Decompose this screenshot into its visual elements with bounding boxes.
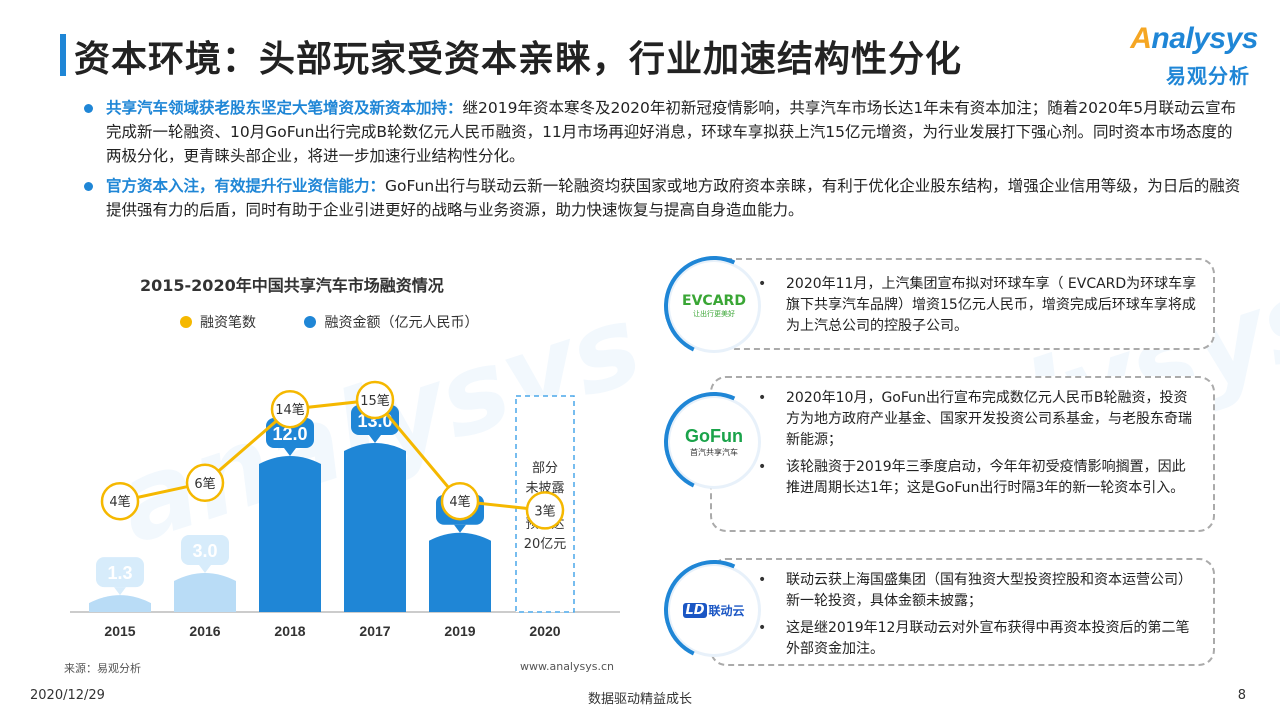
evcard-logo-text: EVCARD <box>682 293 746 309</box>
gofun-logo: GoFun 首汽共享汽车 <box>670 398 758 486</box>
count-label-2015: 4笔 <box>109 494 130 510</box>
footer-slogan: 数据驱动精益成长 <box>587 692 692 707</box>
evcard-card: 2020年11月，上汽集团宣布拟对环球车享（ EVCARD为环球车享旗下共享汽车… <box>710 258 1215 350</box>
legend-count-dot-icon <box>180 316 192 328</box>
gofun-item-1: 2020年10月，GoFun出行宣布完成数亿元人民币B轮融资，投资方为地方政府产… <box>758 388 1199 451</box>
logo-brand-text: Analysys <box>1130 22 1258 55</box>
bar-2017 <box>344 443 406 612</box>
legend-amount-label: 融资金额（亿元人民币） <box>324 315 479 331</box>
gofun-card: 2020年10月，GoFun出行宣布完成数亿元人民币B轮融资，投资方为地方政府产… <box>710 376 1215 532</box>
count-point-2017 <box>355 380 395 420</box>
count-label-2019: 4笔 <box>449 494 470 510</box>
liandongyun-card: 联动云获上海国盛集团（国有独资大型投资控股和资本运营公司）新一轮投资，具体金额未… <box>710 558 1215 666</box>
bar-label-bubble-2015 <box>96 557 144 588</box>
logo-cn-text: 易观分析 <box>1166 64 1250 88</box>
bar-label-2018: 12.0 <box>272 424 307 444</box>
bar-label-bubble-2018 <box>266 418 314 448</box>
bar-label-2015: 1.3 <box>107 563 132 583</box>
page-number: 8 <box>1237 688 1246 703</box>
bar-label-pointer-2015 <box>114 587 126 596</box>
bar-label-pointer-2019 <box>454 524 466 533</box>
x-tick-2017: 2017 <box>359 623 390 639</box>
title-accent-bar <box>60 34 66 76</box>
bar-label-2016: 3.0 <box>192 541 217 561</box>
chart-title: 2015-2020年中国共享汽车市场融资情况 <box>140 276 444 295</box>
count-point-2018 <box>270 389 310 429</box>
liandongyun-logo: LD 联动云 <box>670 566 758 654</box>
x-tick-2015: 2015 <box>104 623 135 639</box>
chart-legend: 融资笔数 融资金额（亿元人民币） <box>180 312 522 332</box>
evcard-logo-sub: 让出行更美好 <box>693 310 735 318</box>
bar-label-pointer-2016 <box>199 565 211 573</box>
summary-bullet-2: 官方资本入注，有效提升行业资信能力：GoFun出行与联动云新一轮融资均获国家或地… <box>84 174 1244 222</box>
legend-count-label: 融资笔数 <box>200 315 256 331</box>
evcard-item-1: 2020年11月，上汽集团宣布拟对环球车享（ EVCARD为环球车享旗下共享汽车… <box>758 274 1199 337</box>
summary-bullet-1: 共享汽车领域获老股东坚定大笔增资及新资本加持：继2019年资本寒冬及2020年初… <box>84 96 1244 168</box>
x-tick-2016: 2016 <box>189 623 220 639</box>
count-label-2016: 6笔 <box>194 476 215 492</box>
source-right: www.analysys.cn <box>520 660 614 673</box>
evcard-logo: EVCARD 让出行更美好 <box>670 262 758 350</box>
liandongyun-item-2: 这是继2019年12月联动云对外宣布获得中再资本投资后的第二笔外部资金加注。 <box>758 618 1199 660</box>
liandongyun-logo-circle: LD 联动云 <box>649 545 779 675</box>
count-label-2018: 14笔 <box>275 402 305 418</box>
bullet-dot-icon <box>84 182 93 191</box>
page-title: 资本环境：头部玩家受资本亲睐，行业加速结构性分化 <box>74 39 963 80</box>
bar-2016 <box>174 573 236 612</box>
count-label-2020: 3笔 <box>534 503 555 519</box>
annotation-2020-line-4: 20亿元 <box>524 537 567 552</box>
bar-label-pointer-2018 <box>284 448 296 456</box>
bar-2018 <box>259 456 321 612</box>
x-tick-2019: 2019 <box>444 623 475 639</box>
bar-2015 <box>89 595 151 612</box>
summary-bullets: 共享汽车领域获老股东坚定大笔增资及新资本加持：继2019年资本寒冬及2020年初… <box>84 96 1244 228</box>
footer-date: 2020/12/29 <box>30 688 105 703</box>
liandongyun-item-1: 联动云获上海国盛集团（国有独资大型投资控股和资本运营公司）新一轮投资，具体金额未… <box>758 570 1199 612</box>
gofun-logo-circle: GoFun 首汽共享汽车 <box>649 377 779 507</box>
liandongyun-logo-text: 联动云 <box>708 603 745 618</box>
bar-label-bubble-2016 <box>181 535 229 565</box>
source-left: 来源：易观分析 <box>64 662 141 675</box>
gofun-logo-text: GoFun <box>685 426 743 446</box>
annotation-2020-line-1: 部分 <box>532 461 558 476</box>
count-point-2020 <box>525 491 565 530</box>
count-point-2015 <box>100 481 140 521</box>
legend-amount-dot-icon <box>304 316 317 328</box>
annotation-2020-line-2: 未披露 <box>525 481 564 496</box>
x-tick-2018: 2018 <box>274 623 305 639</box>
evcard-logo-circle: EVCARD 让出行更美好 <box>649 241 779 371</box>
gofun-item-2: 该轮融资于2019年三季度启动，今年年初受疫情影响搁置，因此推进周期长达1年；这… <box>758 457 1199 499</box>
financing-chart: 1.320153.0201612.0201813.020176.12019部分未… <box>70 380 620 639</box>
x-tick-2020: 2020 <box>529 623 560 639</box>
count-label-2017: 15笔 <box>360 393 390 409</box>
count-line <box>119 398 546 512</box>
bar-2019 <box>429 532 491 612</box>
bullet-dot-icon <box>84 104 93 113</box>
count-point-2016 <box>185 463 225 503</box>
liandongyun-mark-icon: LD <box>683 602 707 618</box>
bar-label-pointer-2017 <box>369 435 381 443</box>
analysys-logo: Analysys 易观分析 <box>1130 20 1258 90</box>
count-point-2019 <box>440 481 480 521</box>
gofun-logo-sub: 首汽共享汽车 <box>690 448 738 457</box>
